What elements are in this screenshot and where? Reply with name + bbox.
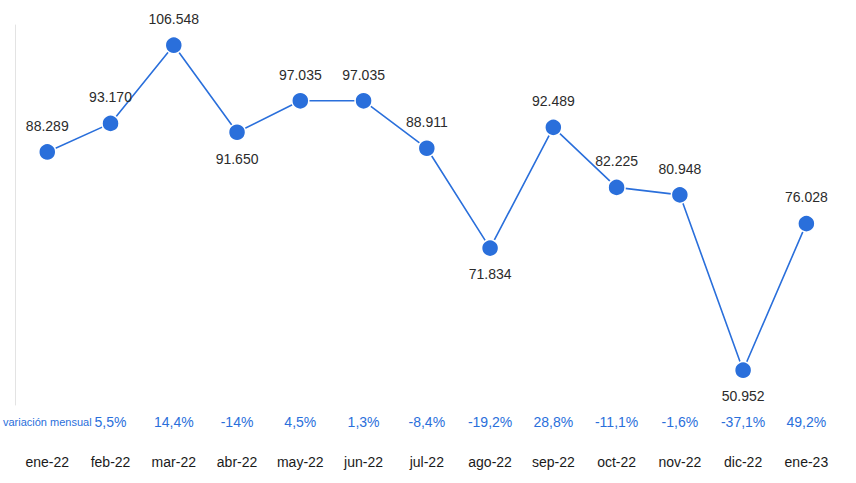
svg-text:76.028: 76.028 [785, 189, 828, 205]
svg-text:93.170: 93.170 [89, 89, 132, 105]
svg-text:4,5%: 4,5% [284, 414, 316, 430]
svg-text:97.035: 97.035 [342, 67, 385, 83]
svg-text:97.035: 97.035 [279, 67, 322, 83]
svg-text:-11,1%: -11,1% [595, 414, 638, 430]
svg-text:nov-22: nov-22 [658, 454, 701, 470]
svg-text:sep-22: sep-22 [532, 454, 575, 470]
svg-text:ago-22: ago-22 [468, 454, 512, 470]
svg-text:oct-22: oct-22 [597, 454, 636, 470]
svg-text:1,3%: 1,3% [348, 414, 380, 430]
svg-text:jun-22: jun-22 [343, 454, 383, 470]
svg-text:-14%: -14% [221, 414, 254, 430]
svg-text:91.650: 91.650 [216, 151, 259, 167]
svg-text:ene-22: ene-22 [25, 454, 69, 470]
svg-text:80.948: 80.948 [658, 161, 701, 177]
svg-text:50.952: 50.952 [722, 388, 765, 404]
svg-text:dic-22: dic-22 [724, 454, 762, 470]
svg-text:82.225: 82.225 [595, 153, 638, 169]
svg-text:-1,6%: -1,6% [662, 414, 699, 430]
svg-text:88.911: 88.911 [406, 114, 448, 130]
svg-text:may-22: may-22 [277, 454, 324, 470]
svg-text:-19,2%: -19,2% [468, 414, 512, 430]
svg-text:71.834: 71.834 [469, 266, 512, 282]
svg-text:49,2%: 49,2% [787, 414, 827, 430]
svg-text:mar-22: mar-22 [152, 454, 197, 470]
svg-text:14,4%: 14,4% [154, 414, 194, 430]
svg-text:106.548: 106.548 [148, 11, 199, 27]
svg-text:ene-23: ene-23 [785, 454, 829, 470]
svg-text:feb-22: feb-22 [91, 454, 131, 470]
svg-text:variación mensual: variación mensual [3, 416, 92, 428]
svg-text:5,5%: 5,5% [95, 414, 127, 430]
svg-text:88.289: 88.289 [26, 118, 69, 134]
svg-text:-37,1%: -37,1% [721, 414, 765, 430]
svg-text:-8,4%: -8,4% [409, 414, 446, 430]
svg-text:jul-22: jul-22 [409, 454, 444, 470]
svg-text:92.489: 92.489 [532, 93, 575, 109]
svg-text:28,8%: 28,8% [533, 414, 573, 430]
svg-text:abr-22: abr-22 [217, 454, 258, 470]
